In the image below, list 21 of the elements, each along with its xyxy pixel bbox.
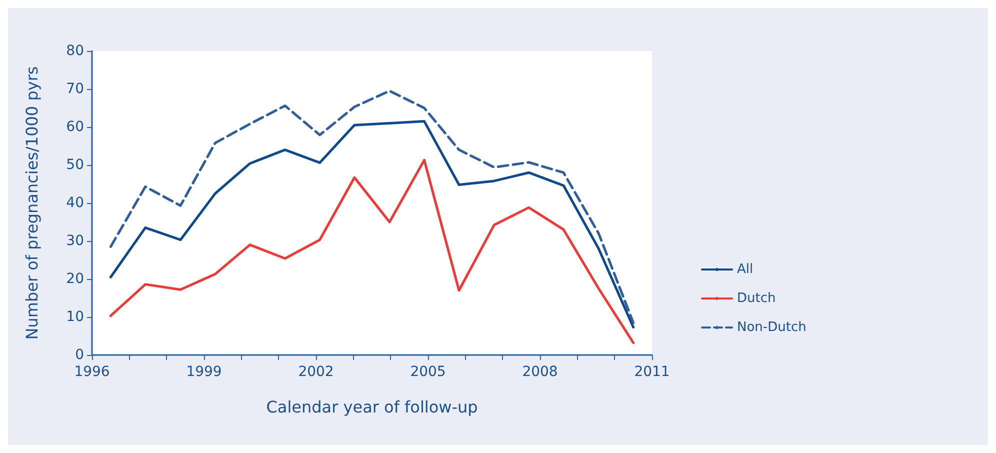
- y-tick-label: 40: [66, 195, 84, 211]
- y-tick-label: 50: [66, 157, 84, 173]
- x-tick-label: 2008: [522, 364, 558, 380]
- x-tick-label: 1999: [186, 364, 222, 380]
- legend-label: All: [737, 262, 754, 277]
- x-tick-label: 2002: [298, 364, 334, 380]
- y-axis-title: Number of pregnancies/1000 pyrs: [22, 66, 42, 340]
- y-tick-label: 0: [75, 347, 84, 363]
- line-series: [109, 158, 635, 344]
- y-tick-label: 30: [66, 233, 84, 249]
- legend-label: Dutch: [737, 291, 776, 306]
- x-tick-label: 2011: [634, 364, 670, 380]
- y-tick-label: 70: [66, 81, 84, 97]
- x-tick-label: 2005: [410, 364, 446, 380]
- y-tick-label: 20: [66, 271, 84, 287]
- y-tick-label: 10: [66, 309, 84, 325]
- x-axis-title: Calendar year of follow-up: [266, 398, 478, 416]
- x-tick-label: 1996: [74, 364, 110, 380]
- legend-label: Non-Dutch: [737, 320, 806, 335]
- y-tick-label: 60: [66, 119, 84, 135]
- y-tick-label: 80: [66, 43, 84, 59]
